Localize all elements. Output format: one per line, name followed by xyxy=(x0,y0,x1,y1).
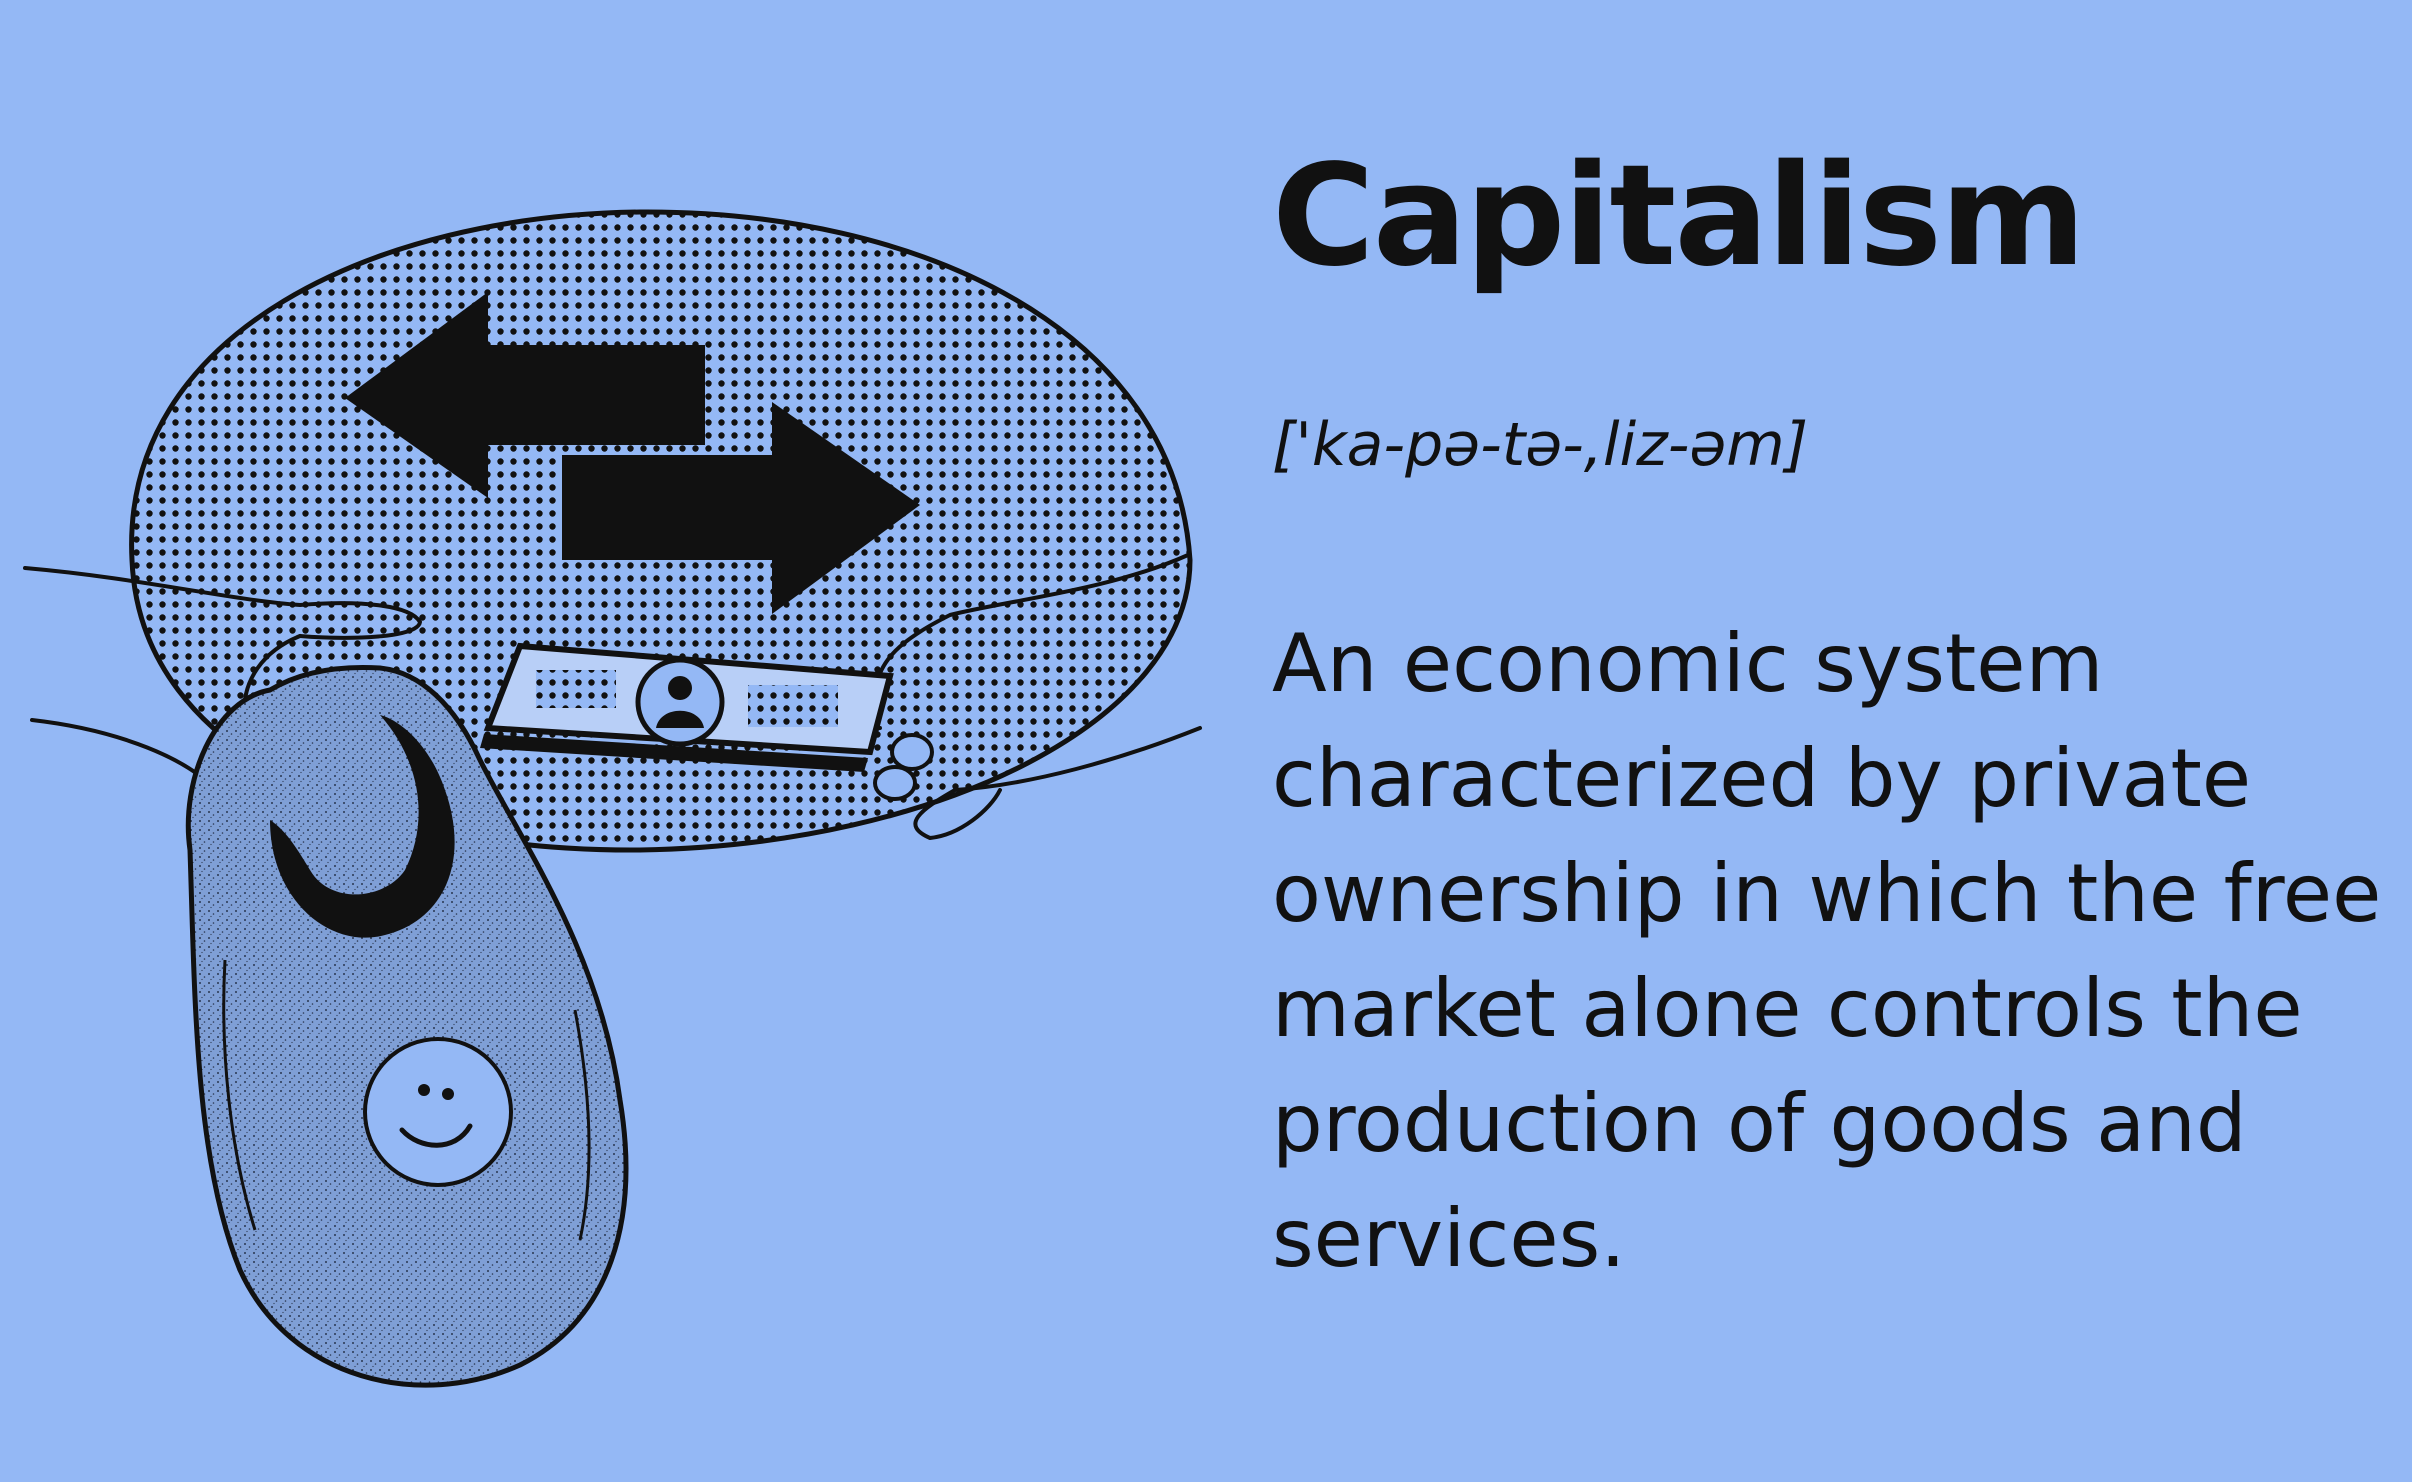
exchange-arrows-icon xyxy=(345,292,920,614)
definition-text: An economic system characterized by priv… xyxy=(1272,617,2382,1285)
smiley-face-icon xyxy=(363,1037,513,1187)
definition-panel: Capitalism ['ka-pə-tə-,liz-əm] An econom… xyxy=(1272,140,2382,1296)
right-fingers xyxy=(873,733,934,801)
exchange-illustration-svg xyxy=(23,209,1202,1388)
term-title: Capitalism xyxy=(1272,135,2086,298)
exchange-illustration xyxy=(23,209,1202,1388)
pronunciation: ['ka-pə-tə-,liz-əm] xyxy=(1272,410,1809,480)
baby-bib-icon xyxy=(185,664,629,1388)
banknote-icon xyxy=(480,642,894,772)
